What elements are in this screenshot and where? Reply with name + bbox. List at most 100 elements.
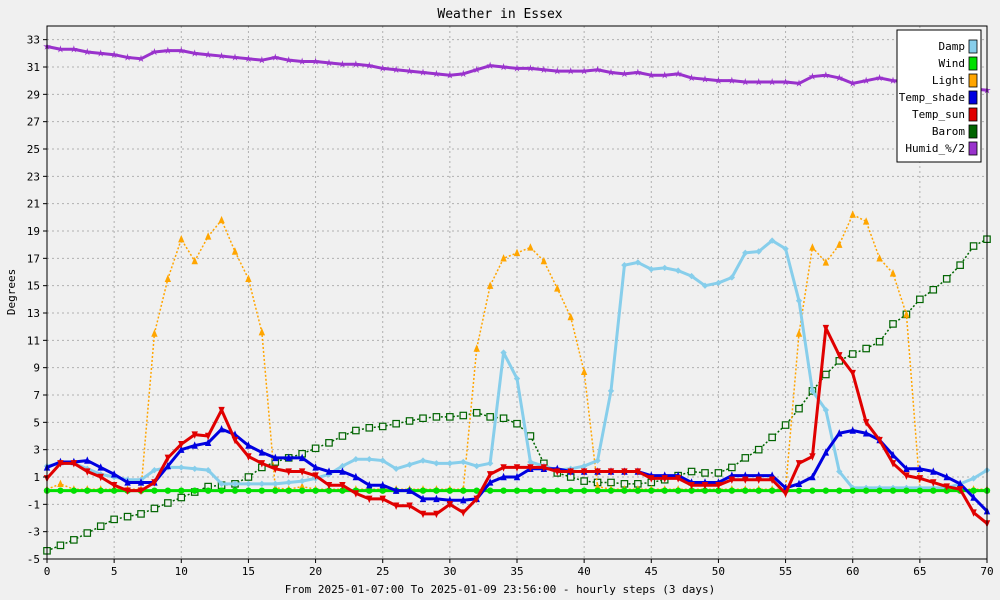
data-point-humid-2 (607, 68, 615, 76)
data-point-temp-shade (245, 441, 252, 449)
data-point-damp (594, 457, 601, 464)
data-point-wind (889, 487, 897, 494)
data-point-light (809, 243, 816, 251)
x-tick-label: 30 (443, 565, 456, 578)
data-point-barom (83, 529, 92, 537)
y-tick-label: 15 (27, 280, 40, 293)
data-point-wind (862, 487, 870, 494)
data-point-wind (231, 487, 239, 494)
legend-swatch (968, 124, 978, 139)
x-tick-label: 25 (376, 565, 389, 578)
data-point-temp-shade (366, 481, 373, 489)
data-point-barom (687, 467, 696, 476)
data-point-temp-sun (634, 468, 642, 476)
data-point-wind (325, 487, 333, 494)
data-point-temp-sun (84, 468, 91, 476)
data-point-damp (648, 266, 655, 273)
data-point-temp-shade (110, 470, 118, 478)
data-point-temp-sun (70, 460, 78, 468)
legend-swatch (968, 56, 978, 71)
data-point-light (218, 215, 225, 224)
grid (46, 26, 988, 560)
data-point-wind (930, 487, 937, 494)
data-point-humid-2 (768, 78, 776, 86)
data-point-humid-2 (378, 64, 387, 72)
data-point-wind (634, 487, 642, 494)
data-point-light (876, 254, 883, 262)
data-point-temp-sun (366, 495, 373, 504)
data-point-barom (459, 411, 468, 420)
data-point-barom (754, 445, 763, 454)
data-point-barom (781, 421, 790, 429)
data-point-wind (258, 487, 266, 494)
data-point-light (903, 310, 910, 318)
data-point-humid-2 (808, 72, 817, 80)
y-tick-label: 29 (27, 88, 40, 101)
data-point-barom (956, 261, 964, 269)
y-tick-label: -1 (27, 498, 40, 511)
data-point-temp-shade (272, 453, 279, 462)
x-tick-label: 15 (242, 565, 255, 578)
data-point-temp-sun (822, 324, 830, 333)
data-point-temp-shade (513, 472, 521, 481)
data-point-temp-sun (258, 460, 266, 468)
data-point-damp (204, 466, 212, 474)
data-point-damp (231, 480, 239, 488)
data-point-temp-sun (137, 487, 145, 495)
data-point-temp-sun (124, 487, 131, 495)
data-point-temp-shade (460, 496, 467, 504)
x-tick-label: 0 (44, 565, 51, 578)
data-point-temp-shade (956, 479, 964, 488)
data-point-temp-sun (607, 468, 615, 476)
y-tick-label: 23 (27, 170, 40, 183)
data-point-barom (365, 424, 374, 432)
data-point-humid-2 (566, 67, 575, 75)
y-tick-label: 33 (27, 34, 40, 47)
legend-label: Temp_sun (912, 108, 965, 121)
data-point-humid-2 (217, 52, 226, 60)
data-point-wind (822, 487, 830, 494)
data-point-barom (244, 473, 253, 481)
data-point-wind (178, 487, 185, 494)
data-point-temp-sun (339, 482, 346, 490)
data-point-wind (272, 487, 279, 494)
data-point-temp-sun (298, 468, 306, 476)
data-point-damp (742, 249, 749, 257)
data-point-wind (298, 487, 306, 494)
data-point-barom (472, 408, 481, 417)
data-point-light (486, 281, 494, 289)
data-point-humid-2 (338, 60, 347, 68)
data-point-damp (809, 387, 816, 395)
data-point-wind (916, 487, 924, 494)
data-point-light (231, 247, 239, 255)
x-tick-label: 5 (111, 565, 118, 578)
data-point-humid-2 (499, 63, 508, 71)
data-point-damp (178, 464, 185, 471)
data-point-damp (258, 480, 266, 488)
series-damp (43, 237, 991, 492)
data-point-wind (486, 487, 494, 494)
data-point-temp-shade (406, 486, 413, 494)
data-point-temp-shade (795, 479, 803, 488)
data-point-humid-2 (513, 64, 521, 72)
data-point-wind (312, 487, 319, 494)
data-point-temp-sun (554, 468, 561, 476)
data-point-damp (580, 462, 588, 470)
data-point-barom (325, 439, 333, 447)
data-point-temp-sun (594, 468, 601, 476)
x-tick-label: 10 (175, 565, 188, 578)
data-point-wind (701, 487, 709, 494)
data-point-barom (378, 422, 387, 431)
data-point-wind (164, 487, 172, 494)
data-point-temp-sun (218, 406, 225, 415)
data-point-temp-shade (486, 478, 494, 486)
y-tick-label: -5 (27, 553, 40, 566)
data-point-wind (580, 487, 588, 494)
data-point-wind (540, 487, 548, 494)
data-point-humid-2 (687, 73, 696, 82)
x-tick-label: 20 (309, 565, 322, 578)
data-point-light (178, 235, 185, 243)
x-tick-label: 60 (846, 565, 859, 578)
data-point-wind (768, 487, 776, 494)
data-point-temp-sun (621, 468, 628, 476)
